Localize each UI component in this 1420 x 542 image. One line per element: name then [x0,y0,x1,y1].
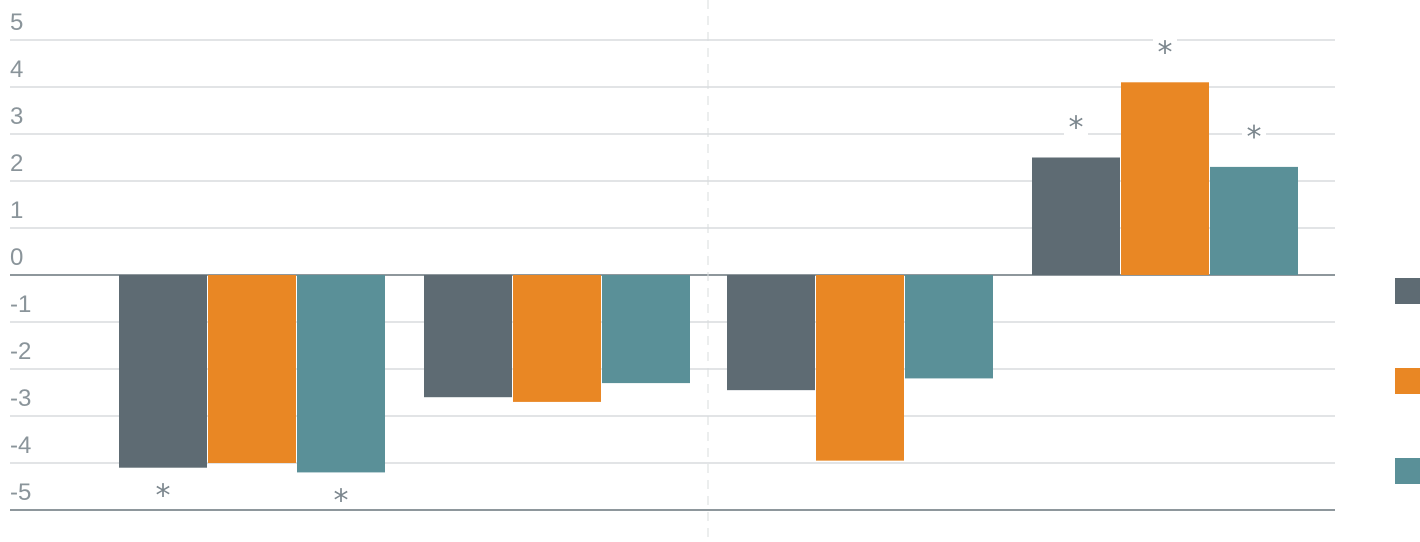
significance-mark: * [1158,35,1173,70]
significance-mark-backdrop [151,477,175,504]
significance-mark: * [1247,120,1262,155]
y-tick-label: 4 [10,56,23,83]
y-tick-label: 2 [10,150,23,177]
legend-swatch [1395,368,1420,394]
bar [816,275,904,461]
bar [297,275,385,473]
y-axis-tick-labels: 5 4 3 2 1 0 -1 -2 -3 -4 -5 [10,9,31,506]
legend-swatch [1395,278,1420,304]
y-tick-label: -2 [10,338,31,365]
significance-mark: * [1069,111,1084,146]
legend-swatch [1395,458,1420,484]
y-tick-label: 5 [10,9,23,36]
y-tick-label: -3 [10,385,31,412]
legend [1395,278,1420,484]
significance-mark-backdrop [1153,34,1177,61]
bar [424,275,512,398]
y-tick-label: 1 [10,197,23,224]
bar [1032,157,1120,275]
significance-mark-backdrop [1242,118,1266,145]
y-tick-label: 0 [10,244,23,271]
y-tick-label: -1 [10,291,31,318]
y-tick-label: 3 [10,103,23,130]
bar [208,275,296,463]
y-tick-label: -4 [10,432,31,459]
bar [1210,166,1298,275]
bars [119,82,1298,473]
significance-mark: * [156,479,171,514]
significance-mark-backdrop [329,482,353,509]
significance-mark-backdrop [1064,109,1088,136]
bar [513,275,601,402]
significance-marks: * * * * * [151,34,1266,518]
bar [905,275,993,379]
bar [1121,82,1209,275]
bar [119,275,207,468]
significance-mark: * [334,483,349,518]
bar [727,275,815,391]
bar [602,275,690,384]
y-tick-label: -5 [10,479,31,506]
